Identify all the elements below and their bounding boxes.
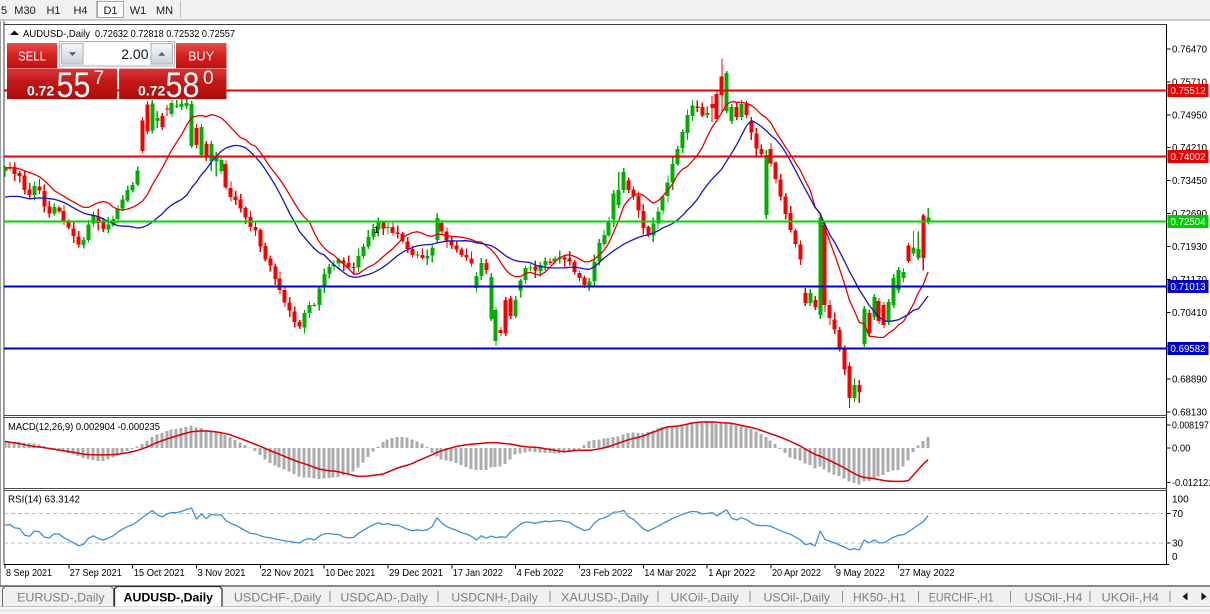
svg-text:5: 5 <box>1 5 7 17</box>
svg-text:USOil-,H4: USOil-,H4 <box>1024 591 1082 605</box>
svg-text:SELL: SELL <box>18 49 46 64</box>
svg-text:AUDUSD-,Daily: AUDUSD-,Daily <box>124 591 214 605</box>
svg-text:27 Sep 2021: 27 Sep 2021 <box>70 568 122 579</box>
svg-text:17 Jan 2022: 17 Jan 2022 <box>453 568 503 579</box>
svg-text:0.73450: 0.73450 <box>1172 176 1207 187</box>
svg-text:4 Feb 2022: 4 Feb 2022 <box>517 568 564 579</box>
svg-text:MACD(12,26,9) 0.002904 -0.0002: MACD(12,26,9) 0.002904 -0.000235 <box>8 422 160 433</box>
svg-text:AUDUSD-,Daily: AUDUSD-,Daily <box>23 28 91 40</box>
svg-text:0.72690: 0.72690 <box>1172 209 1207 220</box>
svg-text:0.75512: 0.75512 <box>1171 86 1206 97</box>
svg-text:100: 100 <box>1172 495 1189 506</box>
svg-text:15 Oct 2021: 15 Oct 2021 <box>134 568 185 579</box>
svg-text:1 Apr 2022: 1 Apr 2022 <box>708 568 755 579</box>
svg-text:0.72: 0.72 <box>138 83 165 99</box>
svg-text:0.71930: 0.71930 <box>1172 242 1207 253</box>
svg-text:RSI(14) 63.3142: RSI(14) 63.3142 <box>8 495 80 506</box>
svg-text:0: 0 <box>203 68 214 89</box>
svg-text:0.72: 0.72 <box>27 83 54 99</box>
svg-text:H1: H1 <box>46 5 60 17</box>
svg-text:70: 70 <box>1172 509 1184 520</box>
svg-text:8 Sep 2021: 8 Sep 2021 <box>6 568 52 579</box>
svg-text:D1: D1 <box>103 5 117 17</box>
svg-text:HK50-,H1: HK50-,H1 <box>853 591 906 605</box>
svg-text:7: 7 <box>94 68 105 89</box>
svg-text:0.68890: 0.68890 <box>1172 374 1207 385</box>
svg-text:0.00: 0.00 <box>1172 444 1191 455</box>
svg-text:22 Nov 2021: 22 Nov 2021 <box>261 568 314 579</box>
svg-text:USOil-,Daily: USOil-,Daily <box>764 591 831 605</box>
svg-text:UKOil-,Daily: UKOil-,Daily <box>670 591 738 605</box>
svg-text:USDCAD-,Daily: USDCAD-,Daily <box>340 591 428 605</box>
svg-text:BUY: BUY <box>188 49 214 64</box>
svg-text:0.74210: 0.74210 <box>1172 143 1207 154</box>
svg-text:10 Dec 2021: 10 Dec 2021 <box>325 568 375 579</box>
svg-text:XAUUSD-,Daily: XAUUSD-,Daily <box>561 591 648 605</box>
svg-text:2.00: 2.00 <box>121 46 148 62</box>
svg-text:-0.012121: -0.012121 <box>1172 478 1210 489</box>
svg-text:UKOil-,H4: UKOil-,H4 <box>1102 591 1160 605</box>
svg-text:0.72504: 0.72504 <box>1171 217 1206 228</box>
svg-text:EURUSD-,Daily: EURUSD-,Daily <box>17 591 104 605</box>
svg-text:14 Mar 2022: 14 Mar 2022 <box>644 568 696 579</box>
svg-text:0.76470: 0.76470 <box>1172 45 1207 56</box>
svg-text:0.008197: 0.008197 <box>1172 420 1209 431</box>
svg-text:H4: H4 <box>73 5 87 17</box>
svg-text:0.74002: 0.74002 <box>1171 152 1206 163</box>
svg-text:0.74950: 0.74950 <box>1172 111 1207 122</box>
svg-text:1: 1 <box>374 225 379 235</box>
svg-text:20 Apr 2022: 20 Apr 2022 <box>772 568 821 579</box>
svg-text:USDCHF-,Daily: USDCHF-,Daily <box>234 591 322 605</box>
svg-text:55: 55 <box>57 66 91 105</box>
svg-text:0.68130: 0.68130 <box>1172 407 1207 418</box>
svg-text:USDCNH-,Daily: USDCNH-,Daily <box>451 591 537 605</box>
svg-text:0.69582: 0.69582 <box>1171 344 1206 355</box>
svg-text:23 Feb 2022: 23 Feb 2022 <box>581 568 633 579</box>
svg-text:0.72632 0.72818 0.72532 0.7255: 0.72632 0.72818 0.72532 0.72557 <box>95 28 235 40</box>
svg-text:0.75710: 0.75710 <box>1172 78 1207 89</box>
svg-text:MN: MN <box>156 5 173 17</box>
svg-text:29 Dec 2021: 29 Dec 2021 <box>389 568 443 579</box>
svg-text:0: 0 <box>1172 552 1178 563</box>
svg-text:3 Nov 2021: 3 Nov 2021 <box>198 568 246 579</box>
svg-text:EURCHF-,H1: EURCHF-,H1 <box>929 591 994 605</box>
svg-text:30: 30 <box>1172 539 1184 550</box>
svg-text:27 May 2022: 27 May 2022 <box>900 568 955 579</box>
svg-text:58: 58 <box>166 66 200 105</box>
svg-text:M30: M30 <box>14 5 35 17</box>
svg-text:0.71013: 0.71013 <box>1171 282 1206 293</box>
svg-text:9 May 2022: 9 May 2022 <box>836 568 885 579</box>
svg-text:0.70410: 0.70410 <box>1172 308 1207 319</box>
svg-text:W1: W1 <box>130 5 147 17</box>
